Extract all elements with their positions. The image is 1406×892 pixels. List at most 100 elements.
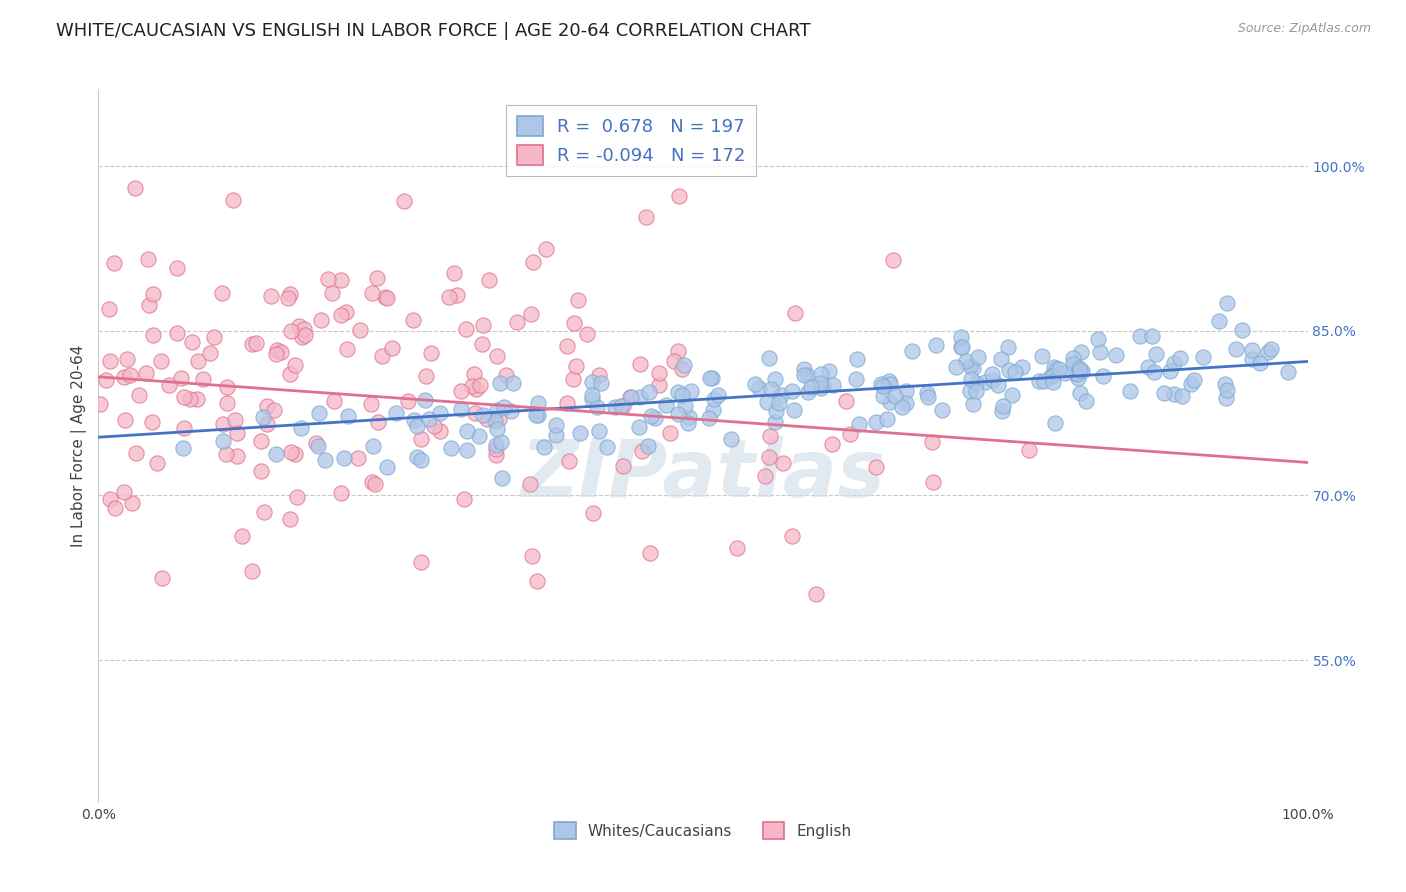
Point (810, 367, 832, 381)
Point (628, 358, 651, 372)
Point (280, 324, 302, 338)
Point (200, 346, 222, 360)
Point (758, 351, 780, 365)
Point (413, 392, 436, 407)
Point (1241, 343, 1264, 358)
Point (1159, 364, 1181, 378)
Point (1042, 368, 1064, 383)
Point (955, 354, 977, 368)
Point (170, 371, 193, 385)
Point (1241, 351, 1264, 366)
Point (472, 318, 495, 332)
Point (288, 318, 311, 333)
Point (290, 421, 312, 435)
Point (335, 305, 357, 319)
Point (640, 409, 662, 423)
Point (429, 425, 451, 439)
Point (121, 496, 143, 510)
Point (567, 293, 589, 307)
Point (925, 338, 948, 352)
Point (1062, 357, 1084, 371)
Point (780, 528, 803, 542)
Point (524, 408, 547, 422)
Point (145, 456, 167, 470)
Point (720, 433, 742, 447)
Point (96, 373, 118, 387)
Point (702, 403, 724, 417)
Point (765, 403, 787, 417)
Point (1225, 342, 1247, 356)
Point (1232, 323, 1254, 337)
Point (361, 439, 384, 453)
Point (1163, 356, 1185, 370)
Point (671, 388, 693, 402)
Point (865, 416, 887, 430)
Point (945, 360, 967, 375)
Point (264, 447, 287, 461)
Point (409, 555, 432, 569)
Point (484, 438, 506, 452)
Point (215, 396, 238, 410)
Point (260, 289, 283, 303)
Point (166, 260, 188, 275)
Point (314, 453, 336, 467)
Point (128, 387, 150, 401)
Point (1142, 329, 1164, 343)
Point (461, 379, 484, 393)
Point (364, 477, 387, 491)
Point (808, 376, 831, 390)
Point (360, 396, 382, 410)
Point (555, 396, 578, 410)
Point (415, 368, 437, 383)
Point (278, 512, 301, 526)
Point (631, 444, 654, 458)
Point (485, 448, 508, 462)
Point (191, 372, 214, 386)
Point (112, 484, 135, 499)
Point (1153, 386, 1175, 401)
Point (820, 436, 842, 450)
Point (1105, 348, 1128, 362)
Point (879, 395, 901, 409)
Point (644, 410, 666, 425)
Point (519, 477, 541, 491)
Point (800, 380, 823, 394)
Point (453, 492, 475, 507)
Point (488, 411, 510, 425)
Point (371, 349, 394, 363)
Point (768, 396, 790, 410)
Point (157, 378, 180, 392)
Point (703, 392, 725, 407)
Y-axis label: In Labor Force | Age 20-64: In Labor Force | Age 20-64 (72, 345, 87, 547)
Point (277, 292, 299, 306)
Point (1257, 345, 1279, 359)
Point (211, 286, 233, 301)
Point (250, 434, 273, 449)
Point (212, 434, 235, 448)
Point (360, 285, 382, 300)
Point (965, 384, 987, 399)
Point (884, 389, 907, 403)
Point (266, 343, 288, 357)
Point (409, 433, 432, 447)
Point (872, 379, 894, 393)
Point (502, 376, 524, 390)
Point (142, 286, 165, 301)
Point (486, 403, 509, 417)
Point (439, 290, 461, 304)
Point (981, 373, 1004, 387)
Point (758, 450, 780, 464)
Point (973, 375, 995, 389)
Point (612, 459, 634, 474)
Point (1001, 387, 1024, 401)
Point (1045, 416, 1067, 430)
Point (98, 491, 121, 506)
Point (1182, 372, 1205, 386)
Point (1136, 360, 1159, 375)
Point (1066, 367, 1088, 381)
Point (280, 445, 302, 459)
Point (439, 441, 461, 455)
Point (987, 377, 1010, 392)
Point (285, 490, 308, 504)
Point (654, 398, 676, 412)
